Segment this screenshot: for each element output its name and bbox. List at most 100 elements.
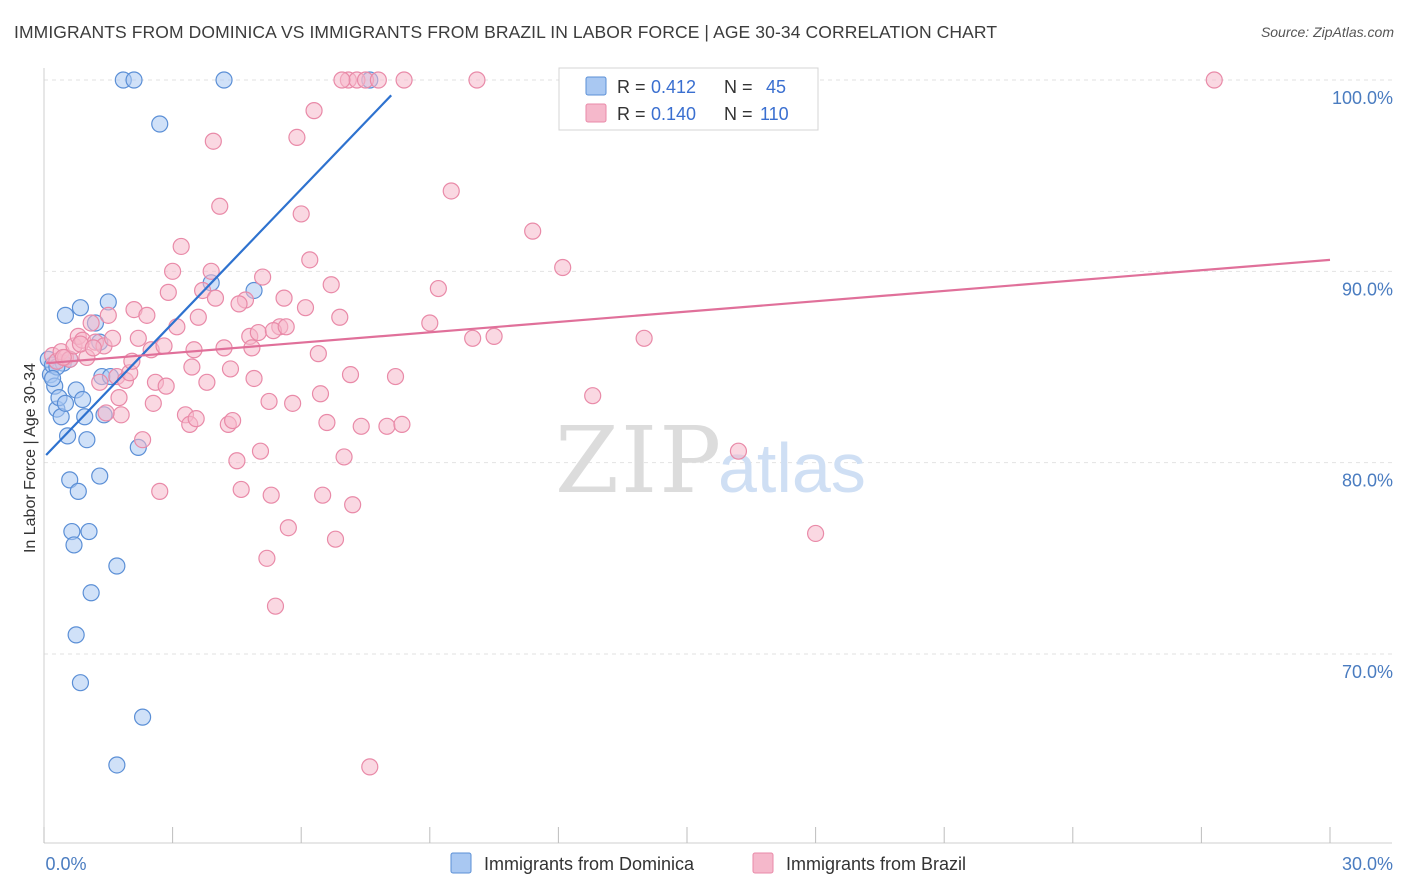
- legend-n-label-brazil: N =: [724, 104, 753, 124]
- point-brazil-82: [464, 329, 482, 347]
- point-brazil-27: [159, 283, 177, 301]
- point-dominica-12: [65, 536, 83, 554]
- point-brazil-51: [262, 486, 280, 504]
- point-brazil-77: [386, 367, 405, 386]
- point-brazil-65: [322, 276, 340, 294]
- bottom-legend-swatch-brazil: [752, 852, 774, 874]
- point-brazil-61: [305, 102, 323, 120]
- y-axis-label: In Labor Force | Age 30-34: [22, 363, 39, 553]
- point-brazil-26: [155, 337, 173, 355]
- bottom-legend-brazil: Immigrants from Brazil: [786, 854, 966, 874]
- point-brazil-54: [275, 289, 293, 307]
- point-brazil-86: [584, 387, 602, 405]
- point-dominica-9: [58, 427, 77, 445]
- point-brazil-42: [224, 411, 242, 430]
- point-dominica-40: [108, 756, 126, 774]
- point-brazil-74: [361, 758, 379, 776]
- point-brazil-101: [311, 385, 330, 403]
- watermark-zip: ZIP: [555, 407, 723, 514]
- trend-lines: [45, 94, 1331, 456]
- x-tick-label-0: 0.0%: [45, 854, 86, 874]
- point-brazil-100: [230, 295, 248, 313]
- point-brazil-80: [429, 279, 447, 298]
- legend-swatch-dominica: [585, 76, 607, 96]
- point-dominica-22: [91, 467, 109, 485]
- point-brazil-96: [251, 442, 270, 460]
- point-brazil-52: [266, 597, 285, 615]
- point-dominica-15: [71, 299, 90, 317]
- point-dominica-17: [76, 408, 94, 426]
- point-brazil-50: [258, 549, 276, 567]
- point-brazil-68: [335, 448, 353, 466]
- point-dominica-20: [82, 584, 100, 602]
- chart-title: IMMIGRANTS FROM DOMINICA VS IMMIGRANTS F…: [14, 22, 998, 42]
- point-brazil-66: [326, 530, 345, 548]
- bottom-legend-dominica: Immigrants from Dominica: [484, 854, 695, 874]
- watermark-atlas: atlas: [718, 429, 866, 507]
- point-brazil-72: [352, 417, 370, 435]
- point-dominica-19: [80, 522, 98, 541]
- point-brazil-75: [369, 71, 387, 89]
- point-brazil-70: [344, 496, 362, 514]
- point-brazil-87: [635, 329, 653, 347]
- point-brazil-76: [378, 417, 396, 435]
- point-brazil-48: [249, 323, 267, 342]
- point-brazil-47: [245, 369, 263, 388]
- point-brazil-85: [554, 258, 572, 277]
- point-brazil-89: [806, 524, 825, 543]
- trend-line-brazil: [46, 258, 1331, 365]
- point-brazil-14: [103, 329, 122, 347]
- legend-r-value-brazil: 0.140: [651, 104, 696, 124]
- point-dominica-27: [56, 306, 75, 324]
- point-brazil-11: [91, 373, 109, 391]
- point-brazil-28: [164, 262, 182, 280]
- legend-n-label-dominica: N =: [724, 77, 753, 97]
- source-label: Source: ZipAtlas.com: [1260, 24, 1394, 40]
- point-brazil-92: [110, 389, 128, 407]
- legend-r-label-dominica: R =: [617, 77, 646, 97]
- point-dominica-14: [69, 482, 87, 500]
- legend-r-label-brazil: R =: [617, 104, 646, 124]
- point-brazil-30: [172, 237, 190, 256]
- point-brazil-43: [228, 452, 246, 470]
- point-brazil-103: [393, 415, 411, 433]
- x-tick-label-1: 30.0%: [1342, 854, 1393, 874]
- trend-line-dominica: [45, 94, 393, 456]
- y-tick-label-3: 70.0%: [1342, 662, 1393, 682]
- point-brazil-29: [168, 318, 186, 336]
- point-brazil-78: [395, 71, 413, 89]
- point-brazil-9: [82, 314, 100, 332]
- y-tick-labels: 100.0% 90.0% 80.0% 70.0%: [1332, 88, 1393, 682]
- point-brazil-49: [254, 268, 272, 286]
- point-brazil-22: [138, 306, 156, 324]
- point-dominica-43: [43, 369, 62, 388]
- correlation-legend: R = 0.412 N = 45 R = 0.140 N = 110: [558, 67, 819, 131]
- point-brazil-84: [524, 222, 542, 240]
- point-brazil-34: [189, 308, 207, 326]
- point-brazil-38: [206, 289, 225, 307]
- point-brazil-94: [183, 358, 201, 376]
- point-brazil-108: [157, 377, 175, 395]
- point-brazil-64: [318, 413, 336, 432]
- point-brazil-79: [421, 314, 439, 332]
- point-brazil-57: [288, 128, 306, 146]
- point-brazil-97: [260, 392, 278, 411]
- axes: [43, 68, 1392, 844]
- point-brazil-62: [309, 345, 327, 363]
- point-brazil-83: [485, 327, 503, 345]
- point-brazil-63: [314, 486, 332, 504]
- series-brazil-points: [43, 71, 1223, 776]
- y-tick-label-2: 80.0%: [1342, 471, 1393, 491]
- point-brazil-112: [468, 71, 486, 89]
- point-brazil-90: [1205, 71, 1223, 89]
- watermark: ZIP atlas: [555, 407, 866, 514]
- point-dominica-30: [108, 557, 126, 575]
- point-brazil-88: [729, 442, 748, 460]
- point-brazil-20: [129, 329, 147, 347]
- point-brazil-58: [292, 205, 310, 223]
- point-brazil-113: [333, 71, 351, 89]
- point-brazil-59: [296, 299, 315, 317]
- legend-n-value-brazil: 110: [760, 104, 789, 124]
- point-dominica-35: [151, 115, 169, 133]
- point-brazil-44: [232, 480, 250, 499]
